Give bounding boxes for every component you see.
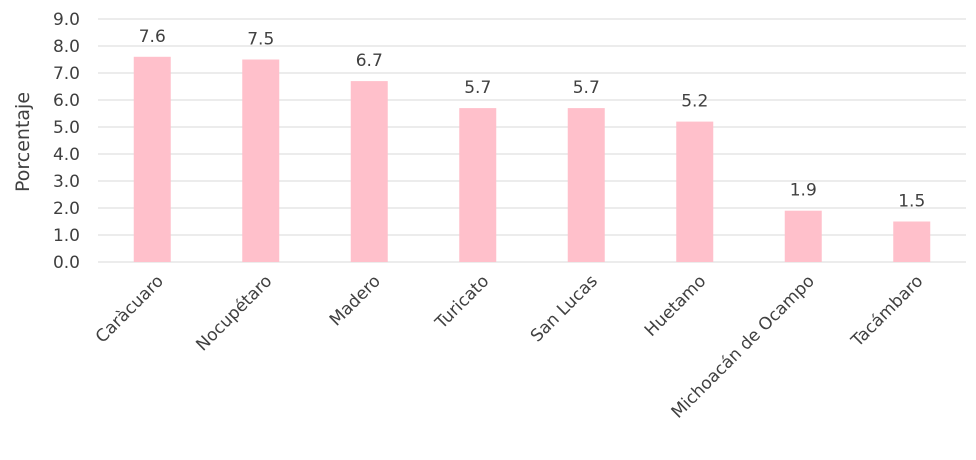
bar <box>459 108 497 262</box>
bar <box>133 56 171 262</box>
data-label: 5.7 <box>464 78 491 98</box>
category-label: San Lucas <box>527 271 602 346</box>
bar <box>676 121 714 262</box>
data-label: 1.5 <box>898 192 925 212</box>
data-label: 5.2 <box>681 92 708 112</box>
data-label: 7.6 <box>139 27 166 47</box>
y-tick-label: 5.0 <box>53 118 80 138</box>
y-tick-label: 0.0 <box>53 253 80 273</box>
category-label: Madero <box>326 271 385 330</box>
data-label: 5.7 <box>573 78 600 98</box>
data-labels: 7.6 7.5 6.7 5.7 5.7 5.2 1.9 1.5 <box>139 27 926 212</box>
y-tick-label: 1.0 <box>53 226 80 246</box>
bar <box>893 221 931 262</box>
y-tick-label: 3.0 <box>53 172 80 192</box>
bars <box>133 56 931 262</box>
category-label: Turicato <box>431 271 493 333</box>
y-axis-ticks: 0.0 1.0 2.0 3.0 4.0 5.0 6.0 7.0 8.0 9.0 <box>53 10 80 273</box>
bar <box>784 210 822 262</box>
bar <box>350 81 388 262</box>
data-label: 6.7 <box>356 51 383 71</box>
y-tick-label: 4.0 <box>53 145 80 165</box>
x-axis-categories: Caràcuaro Nocupétaro Madero Turicato San Luc… <box>92 271 927 422</box>
gridlines <box>98 18 966 263</box>
category-label: Tacámbaro <box>847 271 927 351</box>
bar <box>567 108 605 262</box>
y-axis-title: Porcentaje <box>12 92 34 192</box>
bar <box>242 59 280 262</box>
y-tick-label: 6.0 <box>53 91 80 111</box>
data-label: 7.5 <box>247 30 274 50</box>
category-label: Caràcuaro <box>92 271 168 347</box>
category-label: Nocupétaro <box>192 271 276 355</box>
y-tick-label: 2.0 <box>53 199 80 219</box>
y-tick-label: 7.0 <box>53 64 80 84</box>
data-label: 1.9 <box>790 181 817 201</box>
category-label: Huetamo <box>641 271 710 340</box>
y-tick-label: 8.0 <box>53 37 80 57</box>
y-tick-label: 9.0 <box>53 10 80 30</box>
